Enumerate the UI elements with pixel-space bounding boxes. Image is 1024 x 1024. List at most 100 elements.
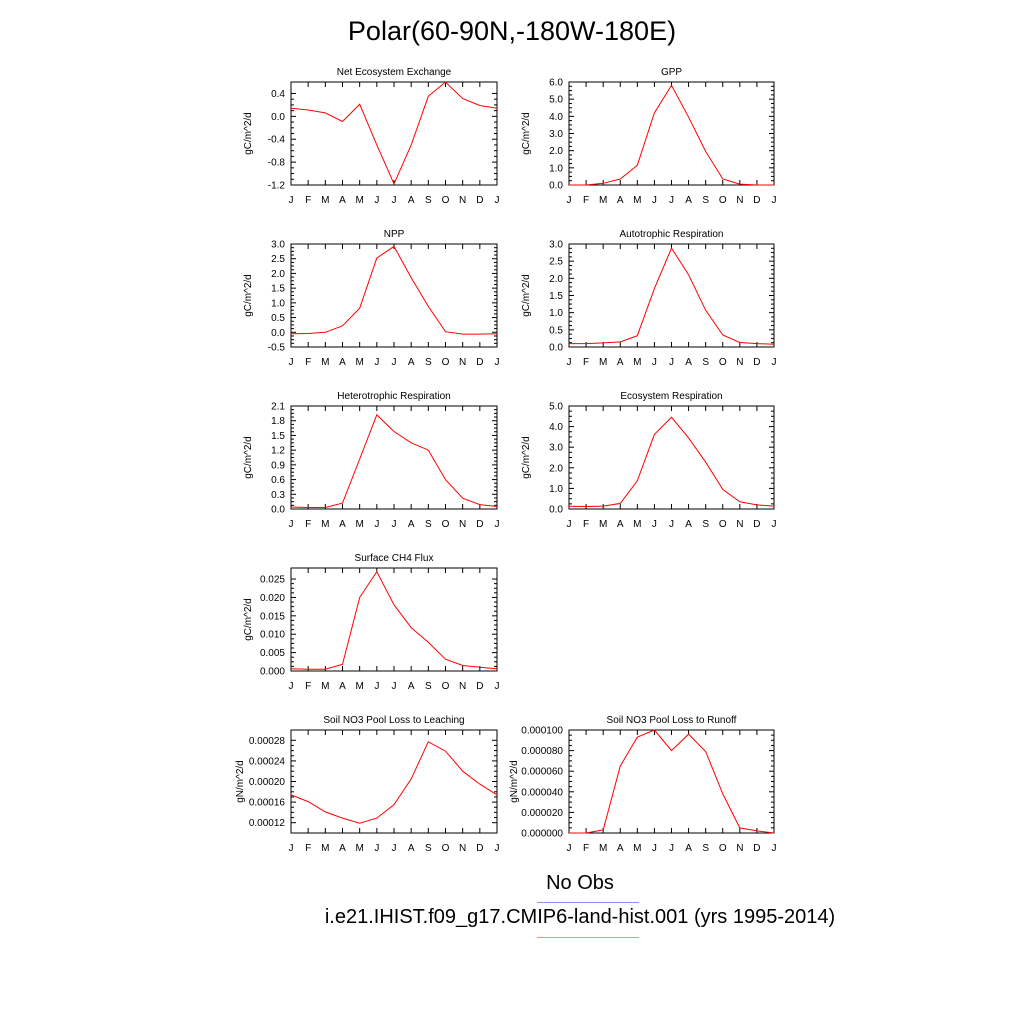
legend-model-label: i.e21.IHIST.f09_g17.CMIP6-land-hist.001 … xyxy=(324,906,836,928)
x-tick-label: A xyxy=(408,843,415,854)
y-tick-label: 6.0 xyxy=(549,78,563,89)
x-tick-label: J xyxy=(289,843,294,854)
x-tick-label: A xyxy=(685,357,692,368)
y-tick-label: 0.5 xyxy=(549,325,563,336)
x-tick-label: M xyxy=(599,357,607,368)
data-series-line xyxy=(569,84,774,186)
y-tick-label: 0.5 xyxy=(271,313,285,324)
y-tick-label: 0.000 xyxy=(260,667,285,678)
x-tick-label: M xyxy=(355,195,363,206)
x-tick-label: A xyxy=(408,357,415,368)
x-tick-label: M xyxy=(633,357,641,368)
y-tick-label: 0.010 xyxy=(260,630,285,641)
y-tick-label: 0.000020 xyxy=(521,808,563,819)
x-tick-label: J xyxy=(772,195,777,206)
x-tick-label: J xyxy=(567,519,572,530)
x-tick-label: M xyxy=(321,843,329,854)
y-tick-label: 0.0 xyxy=(549,181,563,192)
x-tick-label: S xyxy=(702,519,709,530)
axes-frame xyxy=(290,243,498,348)
x-tick-label: J xyxy=(669,357,674,368)
x-tick-label: O xyxy=(719,357,727,368)
x-tick-label: M xyxy=(355,519,363,530)
y-tick-label: 0.000040 xyxy=(521,787,563,798)
x-tick-label: A xyxy=(617,357,624,368)
x-tick-label: A xyxy=(339,519,346,530)
panel-title: Autotrophic Respiration xyxy=(620,229,724,240)
x-tick-label: A xyxy=(408,681,415,692)
x-tick-label: F xyxy=(305,195,311,206)
x-tick-label: J xyxy=(392,195,397,206)
x-tick-label: M xyxy=(321,357,329,368)
x-tick-label: J xyxy=(289,357,294,368)
x-tick-label: A xyxy=(339,681,346,692)
x-tick-label: A xyxy=(408,195,415,206)
axes-frame xyxy=(290,81,498,186)
x-tick-label: S xyxy=(425,519,432,530)
x-tick-label: F xyxy=(305,843,311,854)
x-tick-label: S xyxy=(702,843,709,854)
x-tick-label: O xyxy=(719,519,727,530)
x-tick-label: J xyxy=(772,843,777,854)
x-tick-label: N xyxy=(459,519,466,530)
x-tick-label: J xyxy=(669,195,674,206)
y-tick-label: 0.00016 xyxy=(249,798,286,809)
x-tick-label: F xyxy=(305,681,311,692)
y-tick-label: 0.020 xyxy=(260,593,285,604)
x-tick-label: D xyxy=(476,843,483,854)
x-tick-label: D xyxy=(476,681,483,692)
data-series-line xyxy=(290,741,498,824)
y-tick-label: 3.0 xyxy=(271,240,285,251)
x-tick-label: N xyxy=(459,195,466,206)
x-tick-label: A xyxy=(617,519,624,530)
y-tick-label: 3.0 xyxy=(549,443,563,454)
y-tick-label: 1.0 xyxy=(549,484,563,495)
y-tick-label: 2.5 xyxy=(549,257,563,268)
x-tick-label: A xyxy=(339,357,346,368)
panel-title: Heterotrophic Respiration xyxy=(337,391,450,402)
y-tick-label: 0.0 xyxy=(271,328,285,339)
data-series-line xyxy=(290,413,498,508)
panel-title: Ecosystem Respiration xyxy=(620,391,722,402)
x-tick-label: F xyxy=(583,519,589,530)
x-tick-label: S xyxy=(425,681,432,692)
x-tick-label: N xyxy=(736,843,743,854)
x-tick-label: J xyxy=(495,195,500,206)
x-tick-label: D xyxy=(476,519,483,530)
x-tick-label: N xyxy=(736,195,743,206)
y-tick-label: -0.8 xyxy=(268,158,286,169)
x-tick-label: F xyxy=(583,195,589,206)
y-tick-label: 0.0 xyxy=(271,505,285,516)
y-tick-label: 0.000100 xyxy=(521,726,563,737)
x-tick-label: N xyxy=(459,843,466,854)
x-tick-label: S xyxy=(702,357,709,368)
y-tick-label: 2.0 xyxy=(549,274,563,285)
y-tick-label: 0.00028 xyxy=(249,736,286,747)
x-tick-label: J xyxy=(289,195,294,206)
x-tick-label: S xyxy=(425,843,432,854)
y-tick-label: 1.0 xyxy=(549,308,563,319)
x-tick-label: S xyxy=(425,357,432,368)
x-tick-label: J xyxy=(652,843,657,854)
y-tick-label: 3.0 xyxy=(549,129,563,140)
x-tick-label: O xyxy=(442,681,450,692)
x-tick-label: N xyxy=(459,357,466,368)
y-axis-label: gC/m^2/d xyxy=(521,112,532,155)
axes-frame xyxy=(290,567,498,672)
x-tick-label: A xyxy=(617,843,624,854)
y-axis-label: gC/m^2/d xyxy=(243,274,254,317)
y-tick-label: 0.015 xyxy=(260,611,285,622)
x-tick-label: M xyxy=(633,195,641,206)
legend-model-line xyxy=(537,937,639,938)
x-tick-label: M xyxy=(599,519,607,530)
x-tick-label: F xyxy=(305,357,311,368)
x-tick-label: J xyxy=(392,357,397,368)
y-tick-label: 0.0 xyxy=(549,343,563,354)
axes-frame xyxy=(290,405,498,510)
